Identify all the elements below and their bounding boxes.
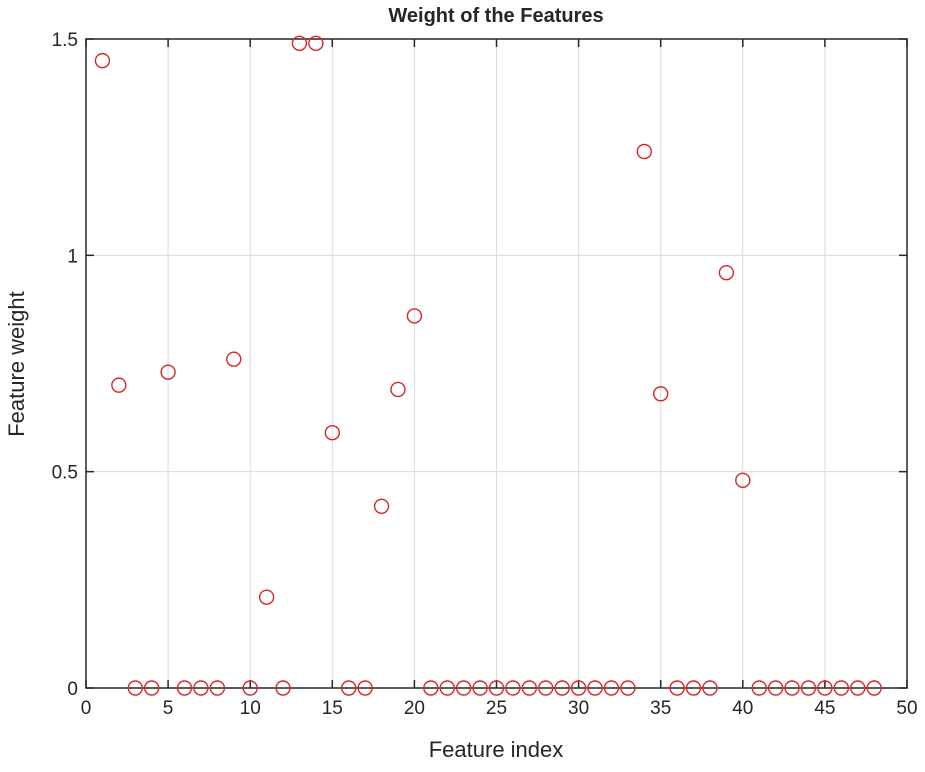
data-point — [308, 35, 324, 52]
data-point — [866, 680, 882, 696]
x-tick-label: 10 — [240, 698, 261, 719]
data-point — [472, 680, 488, 696]
data-point — [554, 680, 570, 696]
data-point — [735, 472, 751, 489]
data-point — [570, 680, 587, 696]
data-point — [242, 680, 258, 696]
data-points — [94, 35, 882, 696]
y-tick-label: 0.5 — [52, 463, 78, 484]
data-point — [373, 498, 390, 514]
y-axis-label: Feature weight — [4, 291, 29, 437]
data-point — [423, 680, 439, 696]
data-point — [505, 680, 521, 696]
data-point — [209, 680, 226, 696]
data-point — [685, 680, 702, 696]
x-tick-label: 5 — [163, 698, 174, 719]
data-point — [784, 680, 800, 696]
data-point — [538, 680, 554, 696]
data-point — [850, 680, 866, 696]
data-point — [94, 52, 111, 69]
data-point — [833, 680, 850, 696]
x-tick-label: 25 — [486, 698, 507, 719]
ticks: 0 5 10 15 20 25 30 35 40 45 50 0 0.5 1 1.5 — [52, 30, 918, 719]
data-point — [817, 680, 833, 696]
x-tick-label: 30 — [568, 698, 589, 719]
grid — [85, 38, 908, 689]
data-point — [669, 680, 685, 696]
y-tick-label: 1 — [67, 246, 78, 267]
data-point — [636, 143, 652, 160]
data-point — [620, 680, 636, 696]
data-point — [160, 364, 176, 380]
data-point — [767, 680, 784, 696]
data-point — [406, 308, 423, 324]
data-point — [176, 680, 193, 696]
data-point — [143, 680, 160, 696]
data-point — [439, 680, 455, 696]
data-point — [653, 386, 669, 402]
data-point — [291, 35, 308, 52]
data-point — [357, 680, 373, 696]
x-tick-label: 40 — [732, 698, 753, 719]
data-point — [702, 680, 718, 696]
x-tick-label: 45 — [814, 698, 835, 719]
chart-title: Weight of the Features — [388, 5, 603, 27]
data-point — [111, 377, 127, 393]
data-point — [341, 680, 357, 696]
data-point — [488, 680, 505, 696]
x-tick-label: 50 — [896, 698, 917, 719]
data-point — [324, 425, 340, 441]
data-point — [751, 680, 767, 696]
data-point — [718, 264, 735, 281]
data-point — [455, 680, 472, 696]
data-point — [587, 680, 603, 696]
x-tick-label: 0 — [81, 698, 92, 719]
data-point — [390, 381, 406, 398]
data-point — [226, 351, 242, 367]
data-point — [521, 680, 538, 696]
x-tick-label: 20 — [404, 698, 425, 719]
y-tick-label: 0 — [67, 679, 78, 700]
data-point — [127, 680, 143, 696]
data-point — [800, 680, 817, 696]
y-tick-label: 1.5 — [52, 30, 78, 51]
x-tick-label: 35 — [650, 698, 671, 719]
data-point — [275, 680, 291, 696]
data-point — [603, 680, 620, 696]
data-point — [193, 680, 209, 696]
data-point — [258, 589, 275, 605]
x-axis-label: Feature index — [429, 737, 564, 762]
x-tick-label: 15 — [322, 698, 343, 719]
